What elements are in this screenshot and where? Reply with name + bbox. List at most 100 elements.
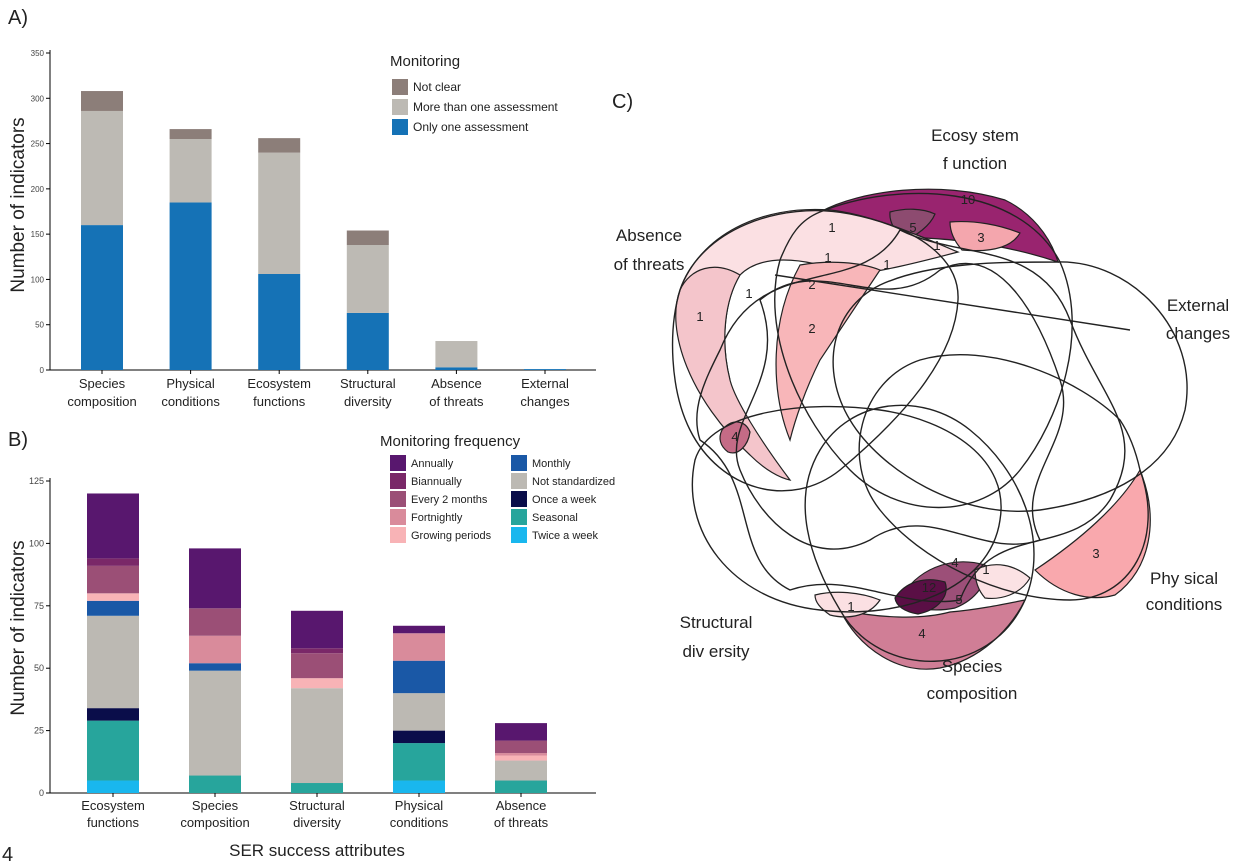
legend-label: Only one assessment [413, 120, 529, 134]
bar-segment [435, 341, 478, 368]
bar-segment [189, 608, 241, 636]
venn-count: 4 [951, 555, 958, 570]
y-tick-label: 200 [31, 185, 45, 194]
x-tick-label: functions [253, 394, 306, 409]
legend-label: Biannually [411, 476, 462, 488]
panel-c-label: C) [612, 91, 633, 113]
legend-swatch [390, 491, 406, 507]
venn-outlines [671, 192, 1188, 662]
venn-outline-species [804, 404, 1035, 662]
venn-set-label-physical-2: conditions [1146, 595, 1223, 614]
legend-label: Fortnightly [411, 512, 463, 524]
chart-a: Number of indicators 0 50 100 150 200 250 300 3… [8, 49, 596, 409]
legend-swatch [390, 455, 406, 471]
venn-region-structural-absence [719, 421, 751, 454]
venn-set-label-absence: Absence [616, 226, 682, 245]
y-tick-label: 250 [31, 140, 45, 149]
x-tick-label: composition [180, 815, 249, 830]
venn-count: 3 [977, 230, 984, 245]
x-tick-label: Absence [496, 798, 547, 813]
y-tick-label: 0 [40, 366, 45, 375]
venn-count: 5 [955, 592, 962, 607]
venn-set-label-structural: Structural [680, 613, 753, 632]
venn-region-absence-species [775, 261, 881, 442]
bar-segment [393, 730, 445, 744]
bar-segment [258, 138, 301, 153]
venn-count: 1 [982, 562, 989, 577]
bar-segment [87, 565, 139, 594]
bar-segment [81, 110, 123, 226]
bar-segment [393, 633, 445, 661]
bar-segment [169, 202, 212, 370]
x-tick-label: of threats [429, 394, 484, 409]
bar-segment [189, 670, 241, 776]
legend-swatch [511, 509, 527, 525]
venn-count: 1 [828, 220, 835, 235]
venn-region-physical-only [1034, 468, 1151, 599]
bar-segment [169, 129, 212, 140]
venn-count: 2 [808, 321, 815, 336]
bar-segment [524, 369, 566, 370]
y-tick-label: 75 [34, 601, 44, 611]
chart-b-y-axis-label: Number of indicators [8, 540, 29, 715]
bar-segment [346, 312, 389, 370]
legend-label: More than one assessment [413, 100, 558, 114]
panel-b-label: B) [8, 429, 28, 451]
bar-segment [291, 783, 343, 793]
bar-segment [291, 653, 343, 679]
x-tick-label: diversity [344, 394, 392, 409]
y-tick-label: 50 [34, 663, 44, 673]
venn-set-label-species-2: composition [927, 684, 1018, 703]
x-tick-label: Physical [166, 376, 215, 391]
x-tick-label: changes [520, 394, 570, 409]
y-tick-label: 125 [29, 476, 44, 486]
venn-set-label-ecosystem-2: f unction [943, 154, 1007, 173]
venn-set-label-ecosystem: Ecosy stem [931, 126, 1019, 145]
bar-segment [258, 273, 301, 370]
bar-segment [189, 635, 241, 664]
venn-count: 1 [696, 309, 703, 324]
bar-segment [495, 755, 547, 761]
x-tick-label: Ecosystem [247, 376, 311, 391]
legend-label: Seasonal [532, 512, 578, 524]
bar-segment [189, 775, 241, 793]
bar-segment [291, 610, 343, 649]
chart-b-bars [87, 493, 547, 793]
bar-segment [393, 743, 445, 781]
x-tick-label: Species [192, 798, 239, 813]
bar-segment [393, 660, 445, 694]
y-tick-label: 0 [39, 788, 44, 798]
legend-swatch [390, 509, 406, 525]
legend-swatch [392, 119, 408, 135]
bar-segment [393, 780, 445, 793]
x-tick-label: External [521, 376, 569, 391]
legend-label: Annually [411, 458, 454, 470]
venn-outline-ecosystem [774, 192, 1073, 509]
legend-swatch [390, 473, 406, 489]
venn-outline-absence [671, 210, 959, 492]
bar-segment [291, 678, 343, 689]
bar-segment [81, 91, 123, 111]
venn-set-label-external-2: changes [1166, 324, 1230, 343]
legend-swatch [511, 527, 527, 543]
venn-set-label-physical: Phy sical [1150, 569, 1218, 588]
bar-segment [346, 230, 389, 246]
venn-set-label-absence-2: of threats [614, 255, 685, 274]
chart-b-x-axis-label: SER success attributes [229, 841, 405, 860]
legend-label: Growing periods [411, 530, 492, 542]
venn-count: 3 [1092, 546, 1099, 561]
bar-segment [169, 139, 212, 203]
venn-outline-structural [691, 405, 1002, 613]
bar-segment [346, 245, 389, 313]
venn-set-label-external: External [1167, 296, 1229, 315]
bar-segment [189, 548, 241, 609]
venn-count: 10 [961, 192, 975, 207]
x-tick-label: Structural [289, 798, 345, 813]
bar-segment [495, 753, 547, 756]
y-tick-label: 50 [35, 321, 44, 330]
venn-count: 1 [745, 286, 752, 301]
stray-text: 4 [2, 844, 13, 863]
legend-swatch [511, 491, 527, 507]
venn-count: 4 [918, 626, 925, 641]
